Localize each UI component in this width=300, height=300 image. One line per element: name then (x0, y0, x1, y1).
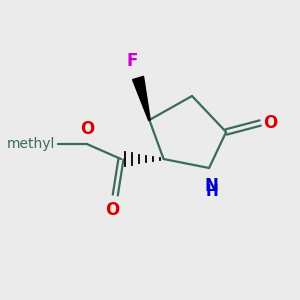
Text: N: N (205, 177, 219, 195)
Text: O: O (80, 120, 94, 138)
Text: methyl: methyl (7, 137, 56, 151)
Text: O: O (105, 201, 120, 219)
Text: O: O (263, 114, 277, 132)
Polygon shape (133, 76, 150, 120)
Text: F: F (127, 52, 138, 70)
Text: H: H (206, 184, 218, 200)
